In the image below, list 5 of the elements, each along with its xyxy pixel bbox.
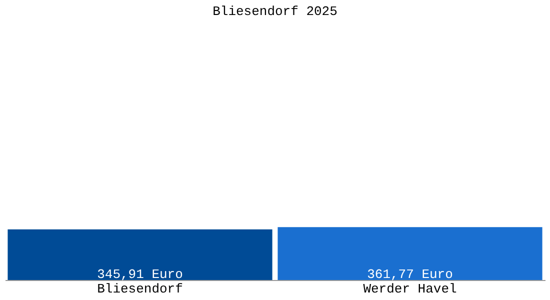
x-tick-label: Werder Havel [363, 282, 457, 296]
data-label: 345,91 Euro [97, 267, 183, 282]
x-tick-label: Bliesendorf [97, 282, 183, 296]
data-label: 361,77 Euro [367, 267, 453, 282]
chart-title: Bliesendorf 2025 [212, 4, 338, 19]
